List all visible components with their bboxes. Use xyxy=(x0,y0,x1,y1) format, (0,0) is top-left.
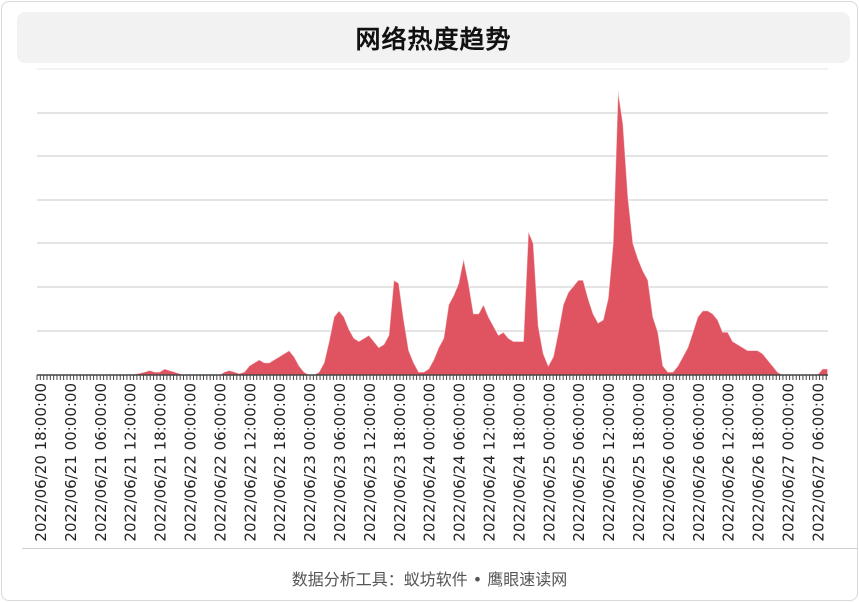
x-tick-label: 2022/06/23 00:00:00 xyxy=(301,383,319,542)
x-tick-label: 2022/06/22 06:00:00 xyxy=(211,383,229,542)
x-tick-labels: 2022/06/20 18:00:00 2022/06/21 00:00:00 20… xyxy=(32,383,827,542)
footer-source: 数据分析工具：蚁坊软件 • 鹰眼速读网 xyxy=(291,570,568,589)
x-tick-label: 2022/06/22 18:00:00 xyxy=(271,383,289,542)
title-bar: 网络热度趋势 xyxy=(17,12,850,63)
x-tick-label: 2022/06/22 12:00:00 xyxy=(241,383,259,542)
x-tick-label: 2022/06/21 00:00:00 xyxy=(62,383,80,542)
area-outline xyxy=(40,90,828,376)
x-tick-label: 2022/06/21 06:00:00 xyxy=(92,383,110,542)
x-tick-label: 2022/06/20 18:00:00 xyxy=(32,383,50,542)
x-tick-label: 2022/06/25 12:00:00 xyxy=(600,383,618,542)
chart-title: 网络热度趋势 xyxy=(355,24,512,54)
x-tick-label: 2022/06/21 12:00:00 xyxy=(122,383,140,542)
x-tick-label: 2022/06/25 06:00:00 xyxy=(570,383,588,542)
x-tick-label: 2022/06/24 00:00:00 xyxy=(421,383,439,542)
x-tick-label: 2022/06/21 18:00:00 xyxy=(152,383,170,542)
x-tick-label: 2022/06/23 12:00:00 xyxy=(361,383,379,542)
x-tick-label: 2022/06/25 18:00:00 xyxy=(630,383,648,542)
x-tick-label: 2022/06/24 12:00:00 xyxy=(481,383,499,542)
x-tick-label: 2022/06/25 00:00:00 xyxy=(540,383,558,542)
x-tick-label: 2022/06/24 18:00:00 xyxy=(510,383,528,542)
footer-divider xyxy=(22,548,858,549)
x-tick-label: 2022/06/23 18:00:00 xyxy=(391,383,409,542)
x-tick-label: 2022/06/26 18:00:00 xyxy=(750,383,768,542)
x-tick-label: 2022/06/22 00:00:00 xyxy=(182,383,200,542)
x-tick-label: 2022/06/26 12:00:00 xyxy=(720,383,738,542)
x-tick-label: 2022/06/26 00:00:00 xyxy=(660,383,678,542)
area-layer xyxy=(40,90,828,376)
x-tick-label: 2022/06/24 06:00:00 xyxy=(451,383,469,542)
area-chart: 2022/06/20 18:00:00 2022/06/21 00:00:00 20… xyxy=(32,68,828,542)
x-tick-label: 2022/06/27 00:00:00 xyxy=(780,383,798,542)
x-tick-label: 2022/06/23 06:00:00 xyxy=(331,383,349,542)
x-axis xyxy=(36,374,828,380)
area-series xyxy=(40,90,828,376)
grid-lines xyxy=(37,68,828,332)
x-tick-label: 2022/06/26 06:00:00 xyxy=(690,383,708,542)
x-tick-label: 2022/06/27 06:00:00 xyxy=(809,383,827,542)
